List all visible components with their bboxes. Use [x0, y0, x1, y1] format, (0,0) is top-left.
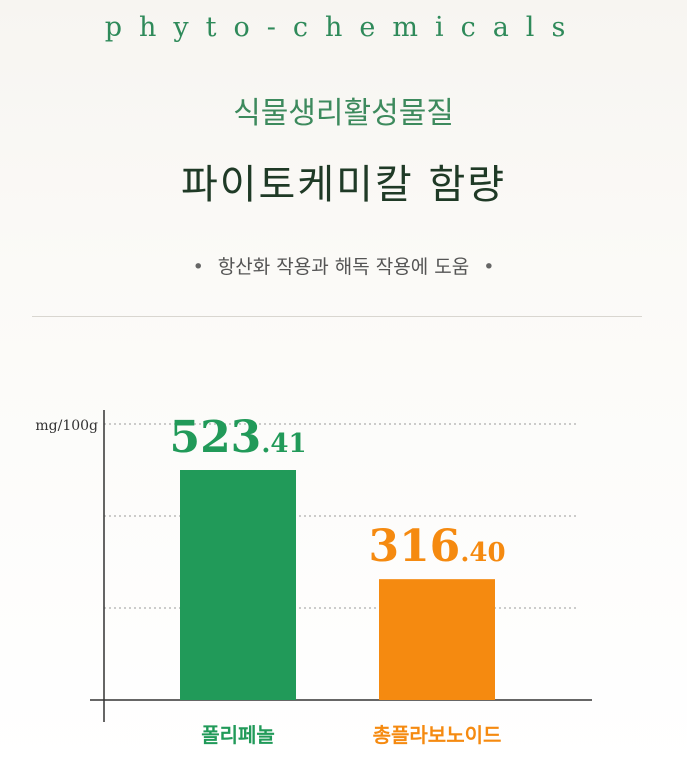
category-label: 폴리페놀: [201, 723, 275, 747]
bar: [180, 470, 296, 700]
divider: [32, 316, 642, 317]
tagline-text: 항산화 작용과 해독 작용에 도움: [217, 256, 470, 278]
data-label-decimal: .41: [261, 429, 306, 459]
bar: [379, 579, 495, 700]
data-label-integer: 523: [169, 412, 261, 463]
data-label: 316.40: [368, 521, 505, 572]
category-label: 총플라보노이드: [373, 723, 502, 747]
tagline: • 항산화 작용과 해독 작용에 도움 •: [0, 252, 687, 279]
data-label: 523.41: [169, 412, 306, 463]
unit-label: mg/100g: [35, 418, 98, 434]
english-title: phyto-chemicals: [104, 12, 583, 43]
data-label-decimal: .40: [460, 538, 505, 568]
bullet-left: •: [192, 256, 204, 278]
bullet-right: •: [483, 256, 495, 278]
bar-chart: mg/100g 523.41 폴리페놀 316.40 총플라보노이드: [35, 410, 592, 747]
data-label-integer: 316: [368, 521, 460, 572]
korean-subtitle: 식물생리활성물질: [233, 96, 454, 131]
page-title: 파이토케미칼 함량: [180, 162, 507, 208]
